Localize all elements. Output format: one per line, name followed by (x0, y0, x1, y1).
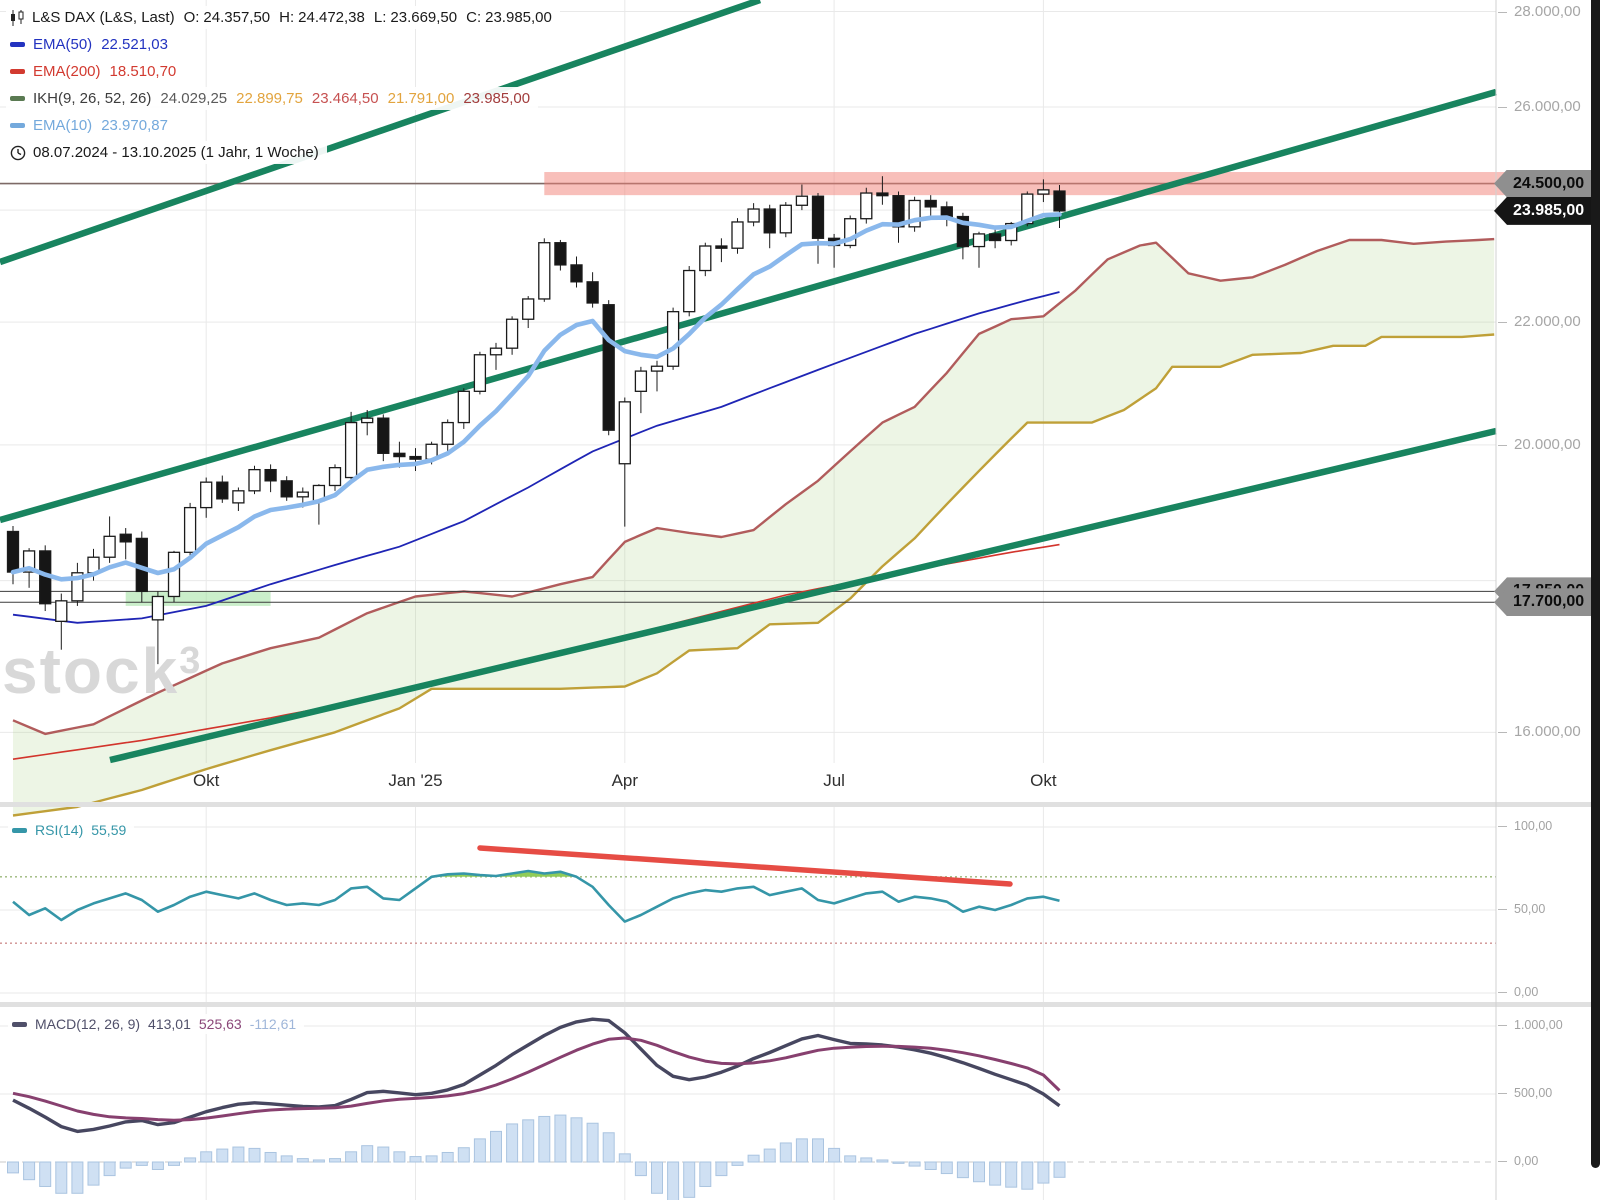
ema200-label: EMA(200) (33, 63, 101, 80)
macd-signal-value: 525,63 (198, 1016, 242, 1032)
legend-ema200[interactable]: EMA(200) 18.510,70 (6, 60, 185, 83)
macd-value: 413,01 (148, 1016, 191, 1032)
high-value: 24.472,38 (298, 9, 365, 26)
macd-legend[interactable]: MACD(12, 26, 9) 413,01 525,63 -112,61 (8, 1014, 305, 1034)
ema50-label: EMA(50) (33, 36, 93, 53)
macd-swatch-icon (12, 1021, 27, 1027)
macd-histogram-value: -112,61 (249, 1016, 297, 1032)
y-axis-label: 26.000,00 (1498, 98, 1581, 115)
y-axis-label: 28.000,00 (1498, 2, 1581, 20)
macd-label: MACD(12, 26, 9) (35, 1016, 141, 1032)
ichimoku-value-chikou: 23.985,00 (463, 90, 531, 107)
rsi-label: RSI(14) (35, 822, 84, 838)
instrument-row[interactable]: L&S DAX (L&S, Last) O: 24.357,50 H: 24.4… (6, 6, 560, 29)
ema10-swatch-icon (10, 123, 25, 128)
candlestick-chart-icon (10, 9, 25, 26)
high-label: H: (279, 9, 295, 26)
chart-legend: L&S DAX (L&S, Last) O: 24.357,50 H: 24.4… (6, 6, 560, 168)
rsi-swatch-icon (12, 827, 27, 833)
macd-axis-label: 0,00 (1497, 1154, 1539, 1168)
open-value: 24.357,50 (203, 9, 271, 26)
ichimoku-value-tenkan: 24.029,25 (160, 90, 228, 107)
ichimoku-swatch-icon (10, 96, 25, 101)
ema200-value: 18.510,70 (109, 63, 177, 80)
legend-date-range[interactable]: 08.07.2024 - 13.10.2025 (1 Jahr, 1 Woche… (6, 141, 327, 164)
last-price-tag: 23.985,00 (1494, 196, 1600, 225)
macd-axis-label: 1.000,00 (1498, 1018, 1563, 1032)
rsi-axis-label: 50,00 (1497, 902, 1546, 916)
ema50-swatch-icon (10, 42, 25, 47)
ichimoku-value-senkou-b: 21.791,00 (387, 90, 455, 107)
legend-ichimoku[interactable]: IKH(9, 26, 52, 26) 24.029,25 22.899,75 2… (6, 87, 539, 110)
x-axis-label: Okt (1030, 771, 1057, 790)
legend-ema10[interactable]: EMA(10) 23.970,87 (6, 114, 176, 137)
y-axis-label: 16.000,00 (1498, 723, 1581, 741)
close-label: C: (466, 9, 482, 26)
ema10-label: EMA(10) (33, 117, 93, 134)
low-label: L: (373, 9, 387, 26)
x-axis-label: Jul (823, 771, 845, 790)
rsi-value: 55,59 (91, 822, 127, 838)
ema200-swatch-icon (10, 69, 25, 74)
support-tag: 17.700,00 (1494, 588, 1600, 617)
low-value: 23.669,50 (390, 9, 458, 26)
x-axis-label: Apr (611, 771, 639, 790)
stock3-watermark: stock3 (2, 635, 201, 707)
ichimoku-value-senkou-a: 23.464,50 (311, 90, 379, 107)
rsi-axis-label: 100,00 (1497, 819, 1553, 833)
right-scrollbar[interactable] (1591, 0, 1600, 1168)
close-value: 23.985,00 (485, 9, 552, 26)
date-range-text: 08.07.2024 - 13.10.2025 (1 Jahr, 1 Woche… (33, 144, 319, 161)
ichimoku-value-kijun: 22.899,75 (236, 90, 303, 107)
resistance-tag: 24.500,00 (1494, 169, 1600, 198)
y-axis-label: 22.000,00 (1498, 313, 1581, 331)
ema10-value: 23.970,87 (101, 117, 168, 134)
x-axis-label: Okt (192, 771, 220, 790)
open-label: O: (183, 9, 200, 26)
legend-ema50[interactable]: EMA(50) 22.521,03 (6, 33, 176, 56)
ema50-value: 22.521,03 (101, 36, 168, 53)
rsi-legend[interactable]: RSI(14) 55,59 (8, 820, 135, 840)
x-axis-label: Jan '25 (388, 771, 443, 790)
rsi-axis-label: 0,00 (1497, 985, 1539, 999)
macd-axis-label: 500,00 (1497, 1086, 1553, 1100)
ichimoku-label: IKH(9, 26, 52, 26) (33, 90, 152, 107)
y-axis-label: 20.000,00 (1498, 435, 1581, 453)
instrument-name: L&S DAX (L&S, Last) (32, 9, 175, 26)
clock-icon (10, 145, 26, 161)
